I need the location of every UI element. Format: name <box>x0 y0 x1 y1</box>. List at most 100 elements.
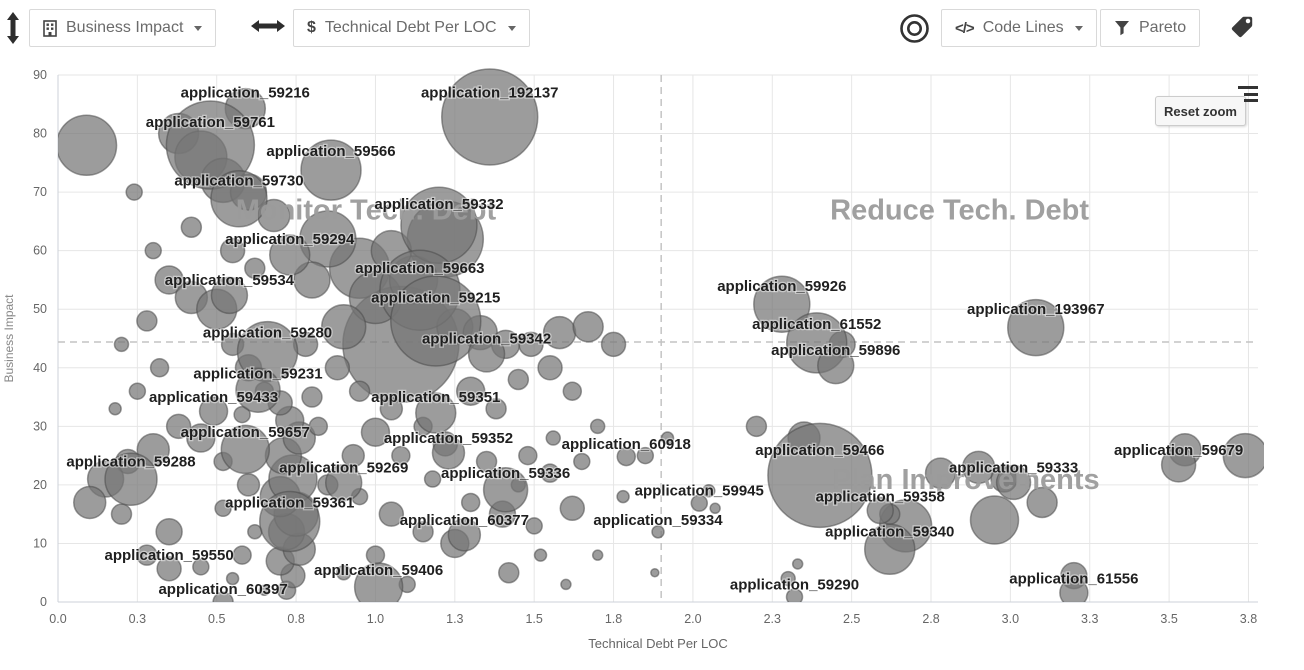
bubble[interactable] <box>412 520 434 543</box>
bubble[interactable] <box>232 545 252 565</box>
bubble[interactable] <box>110 503 133 525</box>
bubble[interactable] <box>709 502 721 515</box>
bubble-application_59342[interactable] <box>467 335 506 373</box>
bubble[interactable] <box>533 548 548 562</box>
bubble[interactable] <box>616 489 630 504</box>
bubble-application_59679[interactable] <box>1160 447 1197 483</box>
bubble[interactable] <box>192 558 210 576</box>
bubble[interactable] <box>57 114 118 177</box>
bubble[interactable] <box>219 237 246 264</box>
bubble-application_59351[interactable] <box>415 392 457 434</box>
bubble[interactable] <box>525 517 543 535</box>
bubble[interactable] <box>225 571 240 586</box>
bubble[interactable] <box>780 570 796 587</box>
bubble[interactable] <box>460 492 481 513</box>
bubble-application_59333[interactable] <box>995 464 1032 501</box>
bubble[interactable] <box>475 450 498 473</box>
chart-context-menu-icon[interactable] <box>1238 86 1258 102</box>
bubble-application_59361[interactable] <box>258 490 321 553</box>
bubble-application_59336[interactable] <box>482 467 529 513</box>
bubble[interactable] <box>320 304 367 350</box>
bubble[interactable] <box>214 499 232 518</box>
bubble-application_59566[interactable] <box>300 139 362 201</box>
bubble[interactable] <box>244 257 266 279</box>
bubble[interactable] <box>573 452 591 471</box>
bubble[interactable] <box>154 265 184 295</box>
bubble-application_59534[interactable] <box>210 276 249 315</box>
bubble[interactable] <box>108 402 122 416</box>
bubble[interactable] <box>518 331 544 358</box>
bubble[interactable] <box>144 241 162 260</box>
bubble[interactable] <box>969 495 1020 545</box>
bubble[interactable] <box>180 216 203 238</box>
bubble-application_59926[interactable] <box>753 275 811 333</box>
bubble[interactable] <box>572 311 604 343</box>
bubble-application_59231[interactable] <box>235 367 281 413</box>
bubble[interactable] <box>236 473 261 497</box>
bubble[interactable] <box>791 558 804 570</box>
x-axis-metric-dropdown[interactable]: $ Technical Debt Per LOC <box>293 9 530 47</box>
bubble[interactable] <box>186 423 216 453</box>
bubble[interactable] <box>540 463 560 483</box>
bubble-application_59358[interactable] <box>866 496 894 525</box>
bubble-application_192137[interactable] <box>440 68 539 166</box>
bubble-application_59761[interactable] <box>165 100 256 190</box>
bubble-application_193967[interactable] <box>1007 298 1065 357</box>
bubble[interactable] <box>961 450 996 485</box>
bubble[interactable] <box>301 386 323 408</box>
bubble-application_60918[interactable] <box>616 446 637 467</box>
bubble[interactable] <box>455 376 486 406</box>
bubble[interactable] <box>600 331 627 358</box>
bubble[interactable] <box>308 416 329 437</box>
bubble-application_59657[interactable] <box>220 424 271 475</box>
bubble[interactable] <box>545 430 561 446</box>
bubble-application_61556[interactable] <box>1059 578 1089 607</box>
bubble[interactable] <box>745 415 768 438</box>
bubble[interactable] <box>589 418 606 435</box>
bubble[interactable] <box>1026 486 1058 519</box>
bubble[interactable] <box>258 584 271 597</box>
bubble-application_59433[interactable] <box>198 396 229 427</box>
bubble-application_59269[interactable] <box>324 463 363 502</box>
bubble[interactable] <box>233 405 251 424</box>
bubble[interactable] <box>125 183 143 201</box>
bubble[interactable] <box>155 517 183 546</box>
bubble[interactable] <box>1222 432 1267 479</box>
bubble-application_60377[interactable] <box>447 518 482 552</box>
bubble-application_59406[interactable] <box>353 562 404 611</box>
bubble[interactable] <box>537 355 563 381</box>
bubble[interactable] <box>348 380 371 402</box>
bubble[interactable] <box>559 495 586 522</box>
bubble[interactable] <box>391 445 411 466</box>
bubble[interactable] <box>379 397 404 421</box>
y-axis-metric-dropdown[interactable]: Business Impact <box>29 9 217 47</box>
bubble-application_59550[interactable] <box>156 556 182 582</box>
bubble-application_59945[interactable] <box>690 494 709 512</box>
bubble[interactable] <box>360 417 391 447</box>
bubble-application_59215[interactable] <box>390 275 482 367</box>
bubble[interactable] <box>423 470 442 488</box>
bubble[interactable] <box>335 564 352 581</box>
bubble[interactable] <box>518 445 538 466</box>
bubble-application_59896[interactable] <box>817 346 855 385</box>
reset-zoom-button[interactable]: Reset zoom <box>1155 96 1246 126</box>
bubble[interactable] <box>72 485 107 520</box>
bubble-size-metric-dropdown[interactable]: </> Code Lines <box>941 9 1097 47</box>
bubble[interactable] <box>650 567 660 578</box>
bubble[interactable] <box>636 446 655 465</box>
bubble[interactable] <box>498 561 520 584</box>
bubble-application_59290[interactable] <box>785 588 804 605</box>
bubble-application_59288[interactable] <box>104 452 158 507</box>
bubble[interactable] <box>591 549 604 561</box>
bubble[interactable] <box>113 336 130 353</box>
bubble-application_59294[interactable] <box>268 234 311 276</box>
bubble[interactable] <box>149 358 170 378</box>
bubble-application_59352[interactable] <box>431 436 466 470</box>
bubble-application_59334[interactable] <box>651 525 665 539</box>
bubble[interactable] <box>378 501 405 527</box>
bubble-application_60397[interactable] <box>212 591 234 612</box>
bubble-application_59730[interactable] <box>210 170 268 228</box>
bubble[interactable] <box>660 431 675 445</box>
bubble[interactable] <box>128 382 147 400</box>
bubble-application_59340[interactable] <box>863 523 916 575</box>
